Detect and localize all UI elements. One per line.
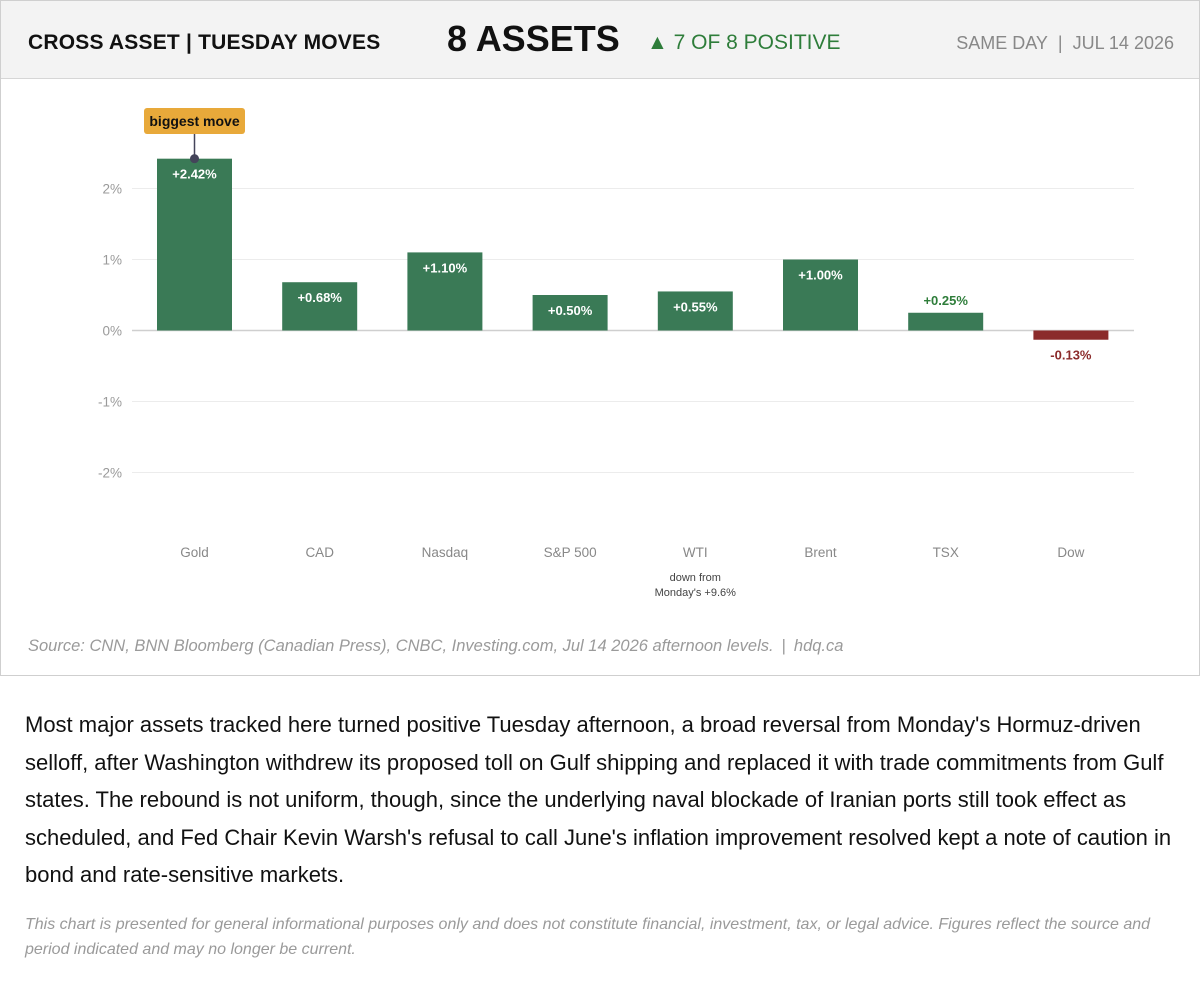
data-label: +0.25% — [923, 293, 968, 308]
positive-summary: ▲ 7 OF 8 POSITIVE — [647, 31, 841, 55]
date-value: JUL 14 2026 — [1072, 33, 1174, 53]
chart-title: CROSS ASSET | TUESDAY MOVES — [28, 31, 381, 54]
x-tick-label: Brent — [804, 545, 837, 560]
x-tick-label: S&P 500 — [544, 545, 597, 560]
positive-summary-text: 7 OF 8 POSITIVE — [673, 31, 841, 54]
y-tick-label: -1% — [98, 395, 122, 410]
annotation-note: down from — [670, 572, 721, 584]
callout-dot — [190, 154, 199, 164]
date-label: SAME DAY | JUL 14 2026 — [956, 33, 1174, 54]
date-period: SAME DAY — [956, 33, 1048, 53]
data-label: +0.68% — [297, 290, 342, 305]
data-label: +1.00% — [798, 268, 843, 283]
bar-dow — [1033, 330, 1109, 340]
source-separator: | — [781, 637, 786, 655]
chart-card: CROSS ASSET | TUESDAY MOVES 8 ASSETS ▲ 7… — [0, 0, 1200, 676]
x-tick-label: TSX — [933, 545, 959, 560]
bar-wti — [657, 291, 733, 331]
date-separator: | — [1057, 33, 1063, 53]
data-label: +1.10% — [423, 260, 468, 275]
y-tick-label: -2% — [98, 466, 122, 481]
bar-brent — [783, 259, 858, 331]
bar-chart: 2% 1% 0% -1% -2% +2.42% Gold +0.68% CAD +1.10% Nas… — [98, 108, 1134, 599]
y-tick-label: 1% — [102, 253, 122, 268]
callout-text: biggest move — [149, 113, 239, 129]
asset-count: 8 ASSETS — [447, 18, 620, 59]
annotation-note: Monday's +9.6% — [655, 587, 737, 599]
y-tick-label: 2% — [102, 182, 122, 197]
x-tick-label: CAD — [305, 545, 334, 560]
data-label: +0.50% — [548, 303, 593, 318]
x-tick-label: Nasdaq — [422, 545, 469, 560]
x-tick-label: Dow — [1057, 545, 1084, 560]
disclaimer-text: This chart is presented for general info… — [25, 916, 1151, 958]
bar-tsx — [908, 312, 984, 331]
bar-nasdaq — [407, 252, 483, 331]
bar-cad — [282, 282, 358, 331]
source-site: hdq.ca — [793, 637, 844, 655]
y-tick-label: 0% — [102, 324, 122, 339]
chart-source: Source: CNN, BNN Bloomberg (Canadian Pre… — [28, 637, 843, 656]
article-paragraph: Most major assets tracked here turned po… — [25, 712, 1172, 887]
bar-s-p-500 — [532, 295, 608, 331]
bar-gold — [157, 158, 232, 331]
up-arrow-icon: ▲ — [647, 31, 668, 54]
data-label: +2.42% — [172, 167, 217, 182]
source-text: Source: CNN, BNN Bloomberg (Canadian Pre… — [28, 637, 774, 655]
data-label: +0.55% — [673, 299, 718, 314]
x-tick-label: Gold — [180, 545, 209, 560]
callout-box — [144, 108, 245, 134]
data-label: -0.13% — [1050, 348, 1092, 363]
chart-header: CROSS ASSET | TUESDAY MOVES 8 ASSETS ▲ 7… — [1, 1, 1199, 79]
x-tick-label: WTI — [683, 545, 708, 560]
